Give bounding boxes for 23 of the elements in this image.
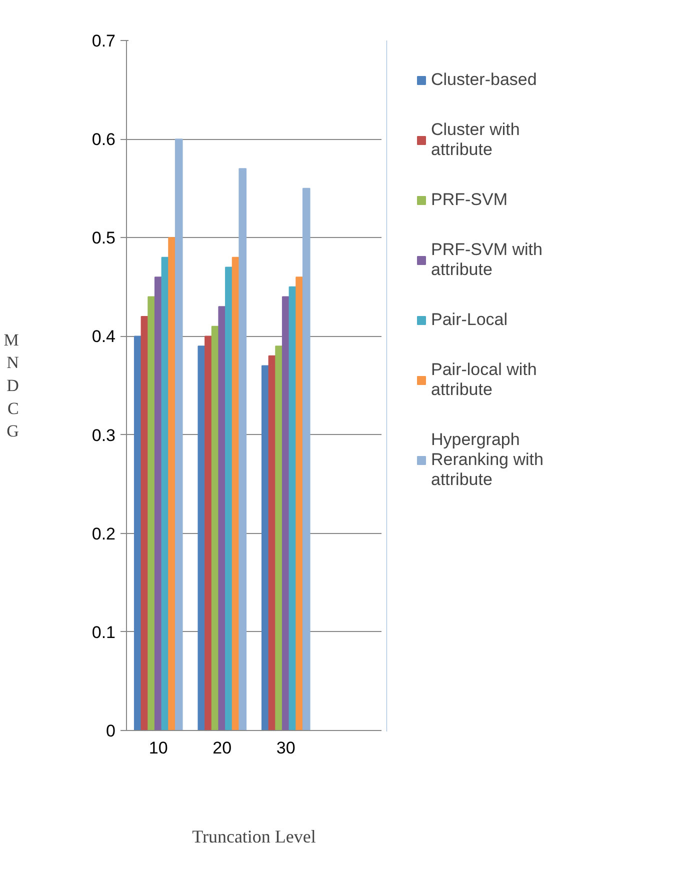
x-axis-title: Truncation Level bbox=[192, 826, 316, 846]
bar bbox=[174, 138, 183, 730]
bar bbox=[238, 168, 247, 730]
legend-label: Pair-Local bbox=[431, 310, 508, 330]
legend-label: Hypergraph Reranking with attribute bbox=[431, 430, 544, 490]
y-tick-label: 0.1 bbox=[92, 622, 116, 642]
x-tick-label: 30 bbox=[276, 738, 296, 758]
legend-label: Cluster with attribute bbox=[431, 120, 520, 160]
y-tick-label: 0.2 bbox=[92, 524, 116, 544]
y-tick-label: 0 bbox=[106, 722, 116, 740]
y-tick-label: 0.7 bbox=[92, 32, 116, 50]
y-tick-label: 0.5 bbox=[92, 228, 116, 248]
y-tick-label: 0.3 bbox=[92, 426, 116, 445]
legend-label: PRF-SVM bbox=[431, 190, 508, 210]
legend-label: Pair-local with attribute bbox=[431, 360, 537, 400]
y-tick-label: 0.6 bbox=[92, 130, 116, 150]
y-tick-label: 0.4 bbox=[92, 327, 116, 346]
bar bbox=[302, 188, 310, 730]
legend-label: PRF-SVM with attribute bbox=[431, 240, 542, 280]
y-axis-title: MNDCG bbox=[4, 330, 19, 441]
x-tick-label: 20 bbox=[212, 738, 232, 758]
x-tick-label: 10 bbox=[148, 738, 168, 758]
legend-label: Cluster-based bbox=[431, 70, 537, 90]
